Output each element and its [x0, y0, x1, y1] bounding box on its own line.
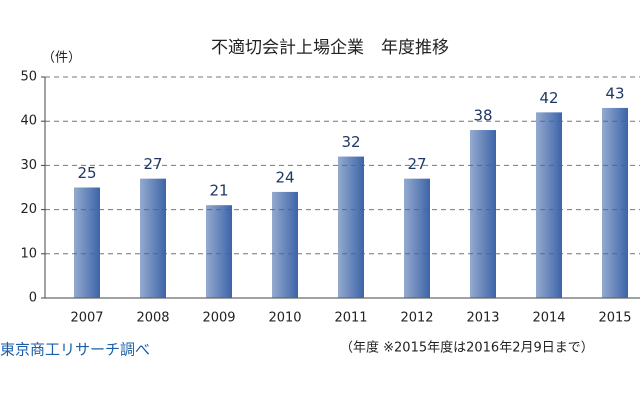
x-tick-label: 2008 [136, 311, 169, 326]
value-label: 25 [77, 164, 96, 182]
y-tick-label: 40 [20, 114, 37, 129]
bar [536, 112, 562, 298]
y-tick-label: 20 [20, 202, 37, 217]
bar [602, 107, 628, 298]
bar [470, 130, 496, 298]
x-tick-label: 2014 [532, 311, 565, 326]
y-axis-label: （件） [42, 51, 81, 66]
value-label: 32 [341, 133, 360, 151]
value-label: 27 [143, 155, 162, 173]
y-tick-label: 30 [20, 158, 37, 173]
bar [404, 178, 430, 298]
x-tick-label: 2010 [268, 311, 301, 326]
bar [74, 187, 100, 298]
source: 東京商工リサーチ調べ [0, 341, 150, 359]
value-label: 24 [275, 168, 294, 186]
note: （年度 ※2015年度は2016年2月9日まで） [340, 340, 594, 356]
x-tick-label: 2009 [202, 311, 235, 326]
value-label: 43 [605, 84, 624, 102]
value-label: 42 [539, 89, 558, 107]
value-label: 27 [407, 155, 426, 173]
bar [206, 205, 232, 298]
y-tick-label: 50 [20, 70, 37, 85]
x-tick-label: 2013 [466, 311, 499, 326]
value-label: 21 [209, 182, 228, 200]
y-tick-label: 0 [29, 291, 37, 306]
x-tick-label: 2015 [598, 311, 631, 326]
x-tick-label: 2012 [400, 311, 433, 326]
value-label: 38 [473, 107, 492, 125]
bar [140, 178, 166, 298]
chart-title: 不適切会計上場企業 年度推移 [211, 38, 449, 58]
x-tick-label: 2011 [334, 311, 367, 326]
y-tick-label: 10 [20, 246, 37, 261]
bar [338, 156, 364, 298]
bar [272, 191, 298, 298]
x-tick-label: 2007 [70, 311, 103, 326]
